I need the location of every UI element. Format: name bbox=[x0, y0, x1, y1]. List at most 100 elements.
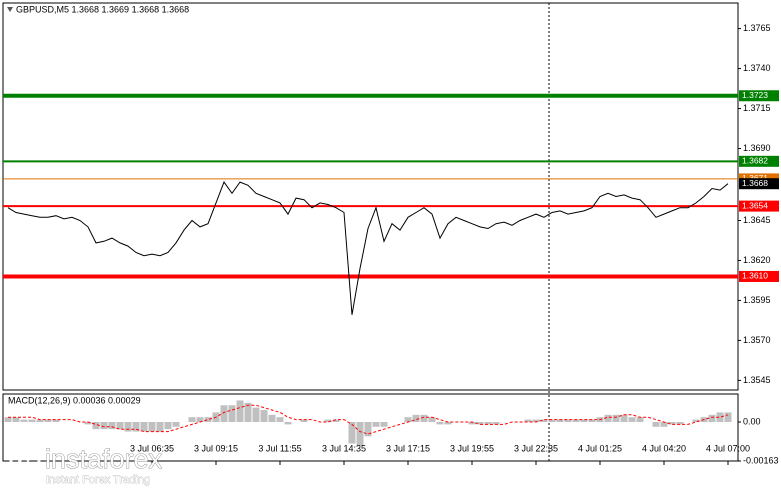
signal-line bbox=[8, 404, 729, 435]
histogram-bar bbox=[124, 421, 132, 432]
x-tick-label: 4 Jul 01:25 bbox=[578, 443, 622, 453]
level-tag bbox=[739, 90, 779, 102]
histogram-bar bbox=[636, 417, 644, 422]
y-tick-label: 1.3645 bbox=[743, 215, 771, 225]
histogram-bar bbox=[252, 407, 260, 422]
histogram-bar bbox=[140, 421, 148, 432]
level-label: 1.3723 bbox=[742, 90, 768, 100]
histogram-bar bbox=[348, 421, 356, 444]
histogram-bar bbox=[156, 421, 164, 432]
histogram-bar bbox=[436, 421, 444, 425]
histogram-bar bbox=[260, 410, 268, 422]
level-tag bbox=[739, 200, 779, 212]
x-tick-label: 3 Jul 22:35 bbox=[514, 443, 558, 453]
y-tick-label: 1.3715 bbox=[743, 103, 771, 113]
histogram-bar bbox=[20, 419, 28, 422]
level-label: 1.3682 bbox=[742, 156, 768, 166]
histogram-bar bbox=[284, 421, 292, 425]
histogram-bar bbox=[580, 419, 588, 422]
histogram-bar bbox=[92, 421, 100, 430]
x-tick-label: 3 Jul 14:35 bbox=[322, 443, 366, 453]
y-tick-label: 0.00 bbox=[743, 416, 761, 426]
histogram-bar bbox=[572, 419, 580, 422]
x-tick-label: 3 Jul 17:15 bbox=[386, 443, 430, 453]
histogram-bar bbox=[524, 419, 532, 422]
histogram-bar bbox=[628, 417, 636, 422]
histogram-bar bbox=[100, 421, 108, 430]
histogram-bar bbox=[444, 421, 452, 425]
histogram-bar bbox=[356, 421, 364, 446]
histogram-bar bbox=[220, 405, 228, 422]
histogram-bar bbox=[484, 421, 492, 425]
histogram-bar bbox=[148, 421, 156, 432]
y-tick-label: 1.3545 bbox=[743, 375, 771, 385]
price-line bbox=[7, 181, 729, 315]
histogram-bar bbox=[476, 421, 484, 425]
histogram-bar bbox=[276, 417, 284, 422]
x-tick-label: 4 Jul 04:20 bbox=[642, 443, 686, 453]
last-price-label: 1.3668 bbox=[742, 178, 768, 188]
histogram-bar bbox=[540, 419, 548, 422]
histogram-bar bbox=[676, 421, 684, 425]
y-tick-label: 1.3690 bbox=[743, 143, 771, 153]
histogram-bar bbox=[44, 419, 52, 422]
tagline: Instant Forex Trading bbox=[46, 474, 150, 486]
y-tick-label: 1.3740 bbox=[743, 63, 771, 73]
level-label: 1.3610 bbox=[742, 271, 768, 281]
watermark: instaforex Instant Forex Trading bbox=[9, 444, 163, 486]
histogram-bar bbox=[84, 421, 92, 425]
histogram-bar bbox=[116, 421, 124, 430]
level-label: 1.3654 bbox=[742, 200, 768, 210]
histogram-bar bbox=[564, 419, 572, 422]
macd-title: MACD(12,26,9) 0.00036 0.00029 bbox=[8, 395, 141, 405]
chart-title: GBPUSD,M5 1.3668 1.3669 1.3668 1.3668 bbox=[16, 4, 189, 14]
histogram-bar bbox=[28, 419, 36, 422]
logo-ring bbox=[9, 445, 41, 477]
histogram-bar bbox=[12, 417, 20, 422]
histogram-bar bbox=[548, 419, 556, 422]
histogram-bar bbox=[164, 421, 172, 430]
last-price-tag bbox=[739, 178, 779, 190]
x-tick-label: 3 Jul 06:35 bbox=[130, 443, 174, 453]
histogram-bar bbox=[612, 414, 620, 422]
histogram-bar bbox=[532, 419, 540, 422]
histogram-bar bbox=[108, 421, 116, 430]
symbol-icon bbox=[7, 7, 13, 12]
histogram-bar bbox=[372, 421, 380, 427]
histogram-bar bbox=[332, 419, 340, 422]
histogram-bar bbox=[716, 412, 724, 422]
level-label: 1.3671 bbox=[742, 173, 768, 183]
histogram-bar bbox=[132, 421, 140, 432]
histogram-bar bbox=[652, 421, 660, 427]
histogram-bar bbox=[412, 414, 420, 422]
y-tick-label: 1.3595 bbox=[743, 295, 771, 305]
histogram-bar bbox=[604, 414, 612, 422]
histogram-bar bbox=[196, 417, 204, 422]
histogram-bar bbox=[660, 421, 668, 427]
histogram-bar bbox=[52, 419, 60, 422]
y-tick-label: 1.3765 bbox=[743, 23, 771, 33]
level-tag bbox=[739, 270, 779, 282]
histogram-bar bbox=[380, 421, 388, 427]
histogram-bar bbox=[172, 421, 180, 427]
histogram-bar bbox=[364, 421, 372, 437]
histogram-bar bbox=[268, 414, 276, 422]
y-tick-label: 1.3620 bbox=[743, 255, 771, 265]
histogram-bar bbox=[244, 402, 252, 422]
x-tick-label: 4 Jul 07:00 bbox=[706, 443, 750, 453]
x-tick-label: 3 Jul 19:55 bbox=[450, 443, 494, 453]
x-tick-label: 3 Jul 09:15 bbox=[194, 443, 238, 453]
y-tick-label: 1.3570 bbox=[743, 335, 771, 345]
histogram-bar bbox=[4, 417, 12, 422]
histogram-bar bbox=[692, 419, 700, 422]
histogram-bar bbox=[228, 405, 236, 422]
histogram-bar bbox=[620, 414, 628, 422]
histogram-bar bbox=[404, 417, 412, 422]
y-tick-label: -0.00163 bbox=[743, 455, 779, 465]
histogram-bar bbox=[300, 419, 308, 422]
histogram-bar bbox=[420, 414, 428, 422]
histogram-bar bbox=[188, 417, 196, 422]
brand: instaforex bbox=[45, 444, 163, 474]
